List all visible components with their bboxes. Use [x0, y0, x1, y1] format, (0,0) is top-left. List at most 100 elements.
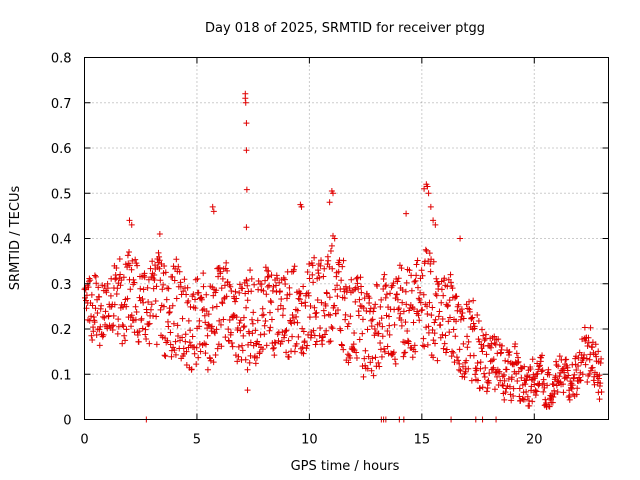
y-tick-label: 0.1	[51, 368, 72, 383]
data-point	[109, 327, 116, 334]
data-point	[386, 313, 393, 320]
data-point	[249, 320, 256, 327]
data-point	[128, 221, 135, 228]
data-point	[453, 354, 460, 361]
data-point	[377, 303, 384, 310]
data-point	[304, 342, 311, 349]
data-point	[393, 276, 400, 283]
data-point	[536, 362, 543, 369]
data-point	[93, 332, 100, 339]
data-point	[429, 304, 436, 311]
data-point	[527, 366, 534, 373]
data-point	[502, 357, 509, 364]
data-point	[282, 328, 289, 335]
data-point	[449, 348, 456, 355]
data-point	[267, 298, 274, 305]
data-point	[115, 316, 122, 323]
data-point	[131, 279, 138, 286]
data-point	[101, 314, 108, 321]
data-point	[425, 190, 432, 197]
data-point	[175, 263, 182, 270]
data-point	[440, 345, 447, 352]
data-point	[283, 349, 290, 356]
data-point	[577, 377, 584, 384]
data-point	[504, 382, 511, 389]
data-point	[282, 281, 289, 288]
data-point	[257, 331, 264, 338]
data-point	[401, 339, 408, 346]
data-point	[347, 313, 354, 320]
data-point	[252, 360, 259, 367]
data-point	[360, 305, 367, 312]
data-point	[240, 332, 247, 339]
data-point	[182, 331, 189, 338]
data-point	[236, 289, 243, 296]
data-point	[584, 378, 591, 385]
data-point	[340, 346, 347, 353]
data-point	[372, 301, 379, 308]
data-point	[202, 319, 209, 326]
data-point	[514, 377, 521, 384]
data-point	[214, 265, 221, 272]
data-point	[491, 386, 498, 393]
data-point	[124, 252, 131, 259]
data-point	[97, 323, 104, 330]
data-point	[427, 268, 434, 275]
data-point	[375, 359, 382, 366]
data-point	[403, 301, 410, 308]
data-point	[95, 284, 102, 291]
data-point	[461, 374, 468, 381]
data-point	[280, 305, 287, 312]
data-point	[424, 183, 431, 190]
data-point	[128, 323, 135, 330]
data-point	[228, 340, 235, 347]
data-point	[486, 370, 493, 377]
data-point	[382, 294, 389, 301]
data-point	[303, 345, 310, 352]
data-point	[424, 310, 431, 317]
data-point	[405, 338, 412, 345]
data-point	[132, 256, 139, 263]
data-point	[439, 331, 446, 338]
data-point	[344, 351, 351, 358]
data-point	[203, 291, 210, 298]
data-point	[432, 221, 439, 228]
data-point	[468, 315, 475, 322]
data-point	[246, 359, 253, 366]
x-tick-label: 5	[193, 433, 201, 448]
data-point	[513, 350, 520, 357]
data-point	[516, 385, 523, 392]
data-point	[210, 359, 217, 366]
data-point	[518, 374, 525, 381]
data-point	[132, 303, 139, 310]
data-point	[313, 338, 320, 345]
data-point	[403, 210, 410, 217]
data-point	[310, 327, 317, 334]
data-point	[186, 339, 193, 346]
data-point	[190, 291, 197, 298]
data-point	[538, 368, 545, 375]
data-point	[381, 348, 388, 355]
data-point	[193, 344, 200, 351]
data-point	[555, 363, 562, 370]
data-point	[144, 284, 151, 291]
data-point	[328, 324, 335, 331]
data-point	[490, 356, 497, 363]
data-point	[169, 273, 176, 280]
data-point	[386, 331, 393, 338]
data-point	[481, 370, 488, 377]
data-point	[290, 266, 297, 273]
data-point	[359, 316, 366, 323]
data-point	[561, 369, 568, 376]
data-point	[172, 351, 179, 358]
data-point	[383, 291, 390, 298]
data-point	[464, 344, 471, 351]
data-point	[103, 289, 110, 296]
data-point	[275, 337, 282, 344]
data-point	[474, 377, 481, 384]
data-point	[483, 351, 490, 358]
data-point	[85, 284, 92, 291]
data-point	[565, 372, 572, 379]
data-point	[305, 292, 312, 299]
data-point	[378, 353, 385, 360]
